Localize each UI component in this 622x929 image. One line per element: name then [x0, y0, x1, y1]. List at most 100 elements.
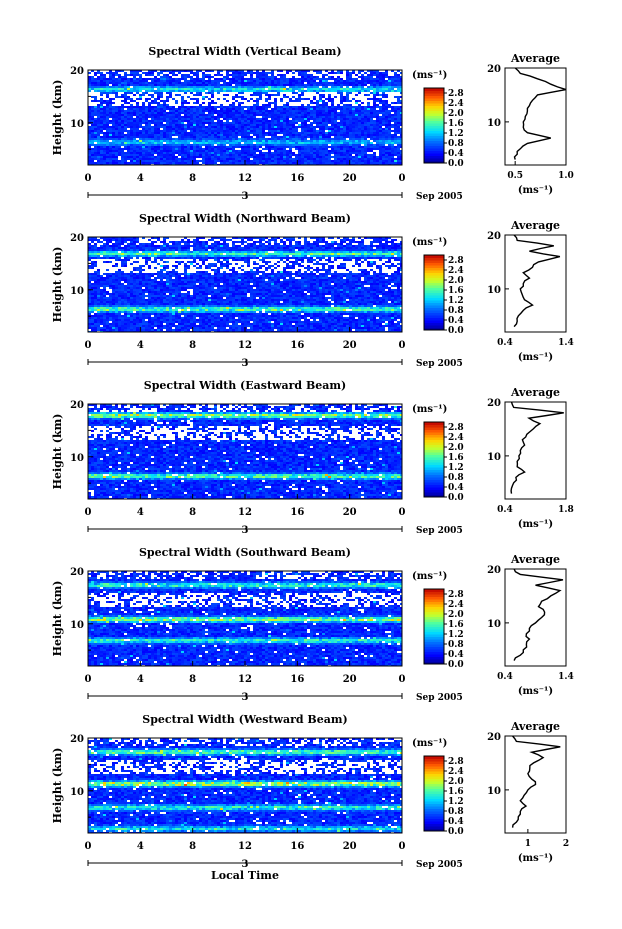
heatmap-field — [88, 237, 402, 332]
average-title: Average — [510, 219, 560, 232]
y-tick-label: 20 — [70, 734, 84, 745]
panel-title: Spectral Width (Vertical Beam) — [148, 45, 341, 58]
colorbar-tick-label: 2.8 — [448, 423, 464, 433]
day-label: 3 — [242, 525, 249, 536]
y-axis-label: Height (km) — [51, 80, 64, 156]
heatmap-field — [88, 404, 402, 499]
colorbar-tick-label: 0.4 — [448, 650, 464, 660]
average-profile-line — [513, 568, 564, 661]
x-tick-label: 8 — [189, 173, 196, 184]
average-profile-line — [511, 735, 561, 828]
colorbar — [424, 88, 444, 164]
x-axis-label: Local Time — [211, 869, 279, 882]
day-label: 3 — [242, 692, 249, 703]
colorbar-tick-label: 0.8 — [448, 640, 464, 650]
colorbar-tick-label: 0.8 — [448, 306, 464, 316]
average-x-tick-label: 0.5 — [507, 171, 523, 181]
x-tick-label: 4 — [137, 173, 144, 184]
x-tick-label: 12 — [238, 173, 252, 184]
day-label: 3 — [242, 358, 249, 369]
average-frame — [504, 234, 567, 333]
y-axis-label: Height (km) — [51, 581, 64, 657]
average-title: Average — [510, 553, 560, 566]
colorbar-frame — [423, 755, 445, 832]
colorbar-tick-label: 1.6 — [448, 620, 464, 630]
colorbar-frame — [423, 588, 445, 665]
x-tick-label: 0 — [399, 841, 406, 852]
y-tick-label: 20 — [70, 66, 84, 77]
panel-2: Spectral Width (Northward Beam) 20 10 Heigh… — [51, 212, 574, 369]
colorbar-tick-label: 2.0 — [448, 777, 464, 787]
colorbar-tick-label: 1.6 — [448, 453, 464, 463]
x-tick-label: 12 — [238, 340, 252, 351]
x-tick-label: 20 — [343, 507, 357, 518]
panel-1: Spectral Width (Vertical Beam) 20 10 Height… — [51, 45, 574, 202]
y-tick-label: 10 — [70, 787, 84, 798]
colorbar-tick-label: 2.4 — [448, 767, 464, 777]
x-tick-label: 16 — [290, 340, 304, 351]
panel-4: Spectral Width (Southward Beam) 20 10 Heigh… — [51, 546, 574, 703]
colorbar-tick-label: 0.0 — [448, 493, 464, 503]
colorbar-tick-label: 2.8 — [448, 757, 464, 767]
panel-3: Spectral Width (Eastward Beam) 20 10 Height… — [51, 379, 574, 536]
x-tick-label: 0 — [85, 173, 92, 184]
colorbar-tick-label: 1.2 — [448, 129, 464, 139]
colorbar-frame — [423, 87, 445, 164]
average-x-tick-label: 1.4 — [558, 672, 574, 682]
colorbar-tick-label: 0.0 — [448, 827, 464, 837]
x-tick-label: 0 — [85, 841, 92, 852]
y-tick-label: 10 — [70, 286, 84, 297]
colorbar-tick-label: 2.4 — [448, 600, 464, 610]
x-tick-label: 4 — [137, 841, 144, 852]
x-tick-label: 20 — [343, 841, 357, 852]
average-x-tick-label: 1 — [525, 839, 531, 849]
day-label: 3 — [242, 859, 249, 870]
panel-title: Spectral Width (Westward Beam) — [142, 713, 347, 726]
x-tick-label: 16 — [290, 841, 304, 852]
average-x-tick-label: 0.4 — [497, 338, 513, 348]
colorbar-frame — [423, 254, 445, 331]
y-axis-label: Height (km) — [51, 414, 64, 490]
panel-5: Spectral Width (Westward Beam)2010Height… — [51, 713, 569, 870]
y-tick-label: 10 — [70, 453, 84, 464]
x-tick-label: 0 — [85, 507, 92, 518]
average-y-tick-label: 10 — [487, 118, 501, 129]
average-x-tick-label: 0.4 — [497, 505, 513, 515]
average-frame — [504, 401, 567, 500]
colorbar-unit: (ms⁻¹) — [412, 571, 447, 582]
colorbar-tick-label: 2.8 — [448, 89, 464, 99]
colorbar — [424, 756, 444, 832]
month-label: Sep 2005 — [416, 359, 463, 369]
colorbar-tick-label: 0.4 — [448, 316, 464, 326]
average-y-tick-label: 10 — [487, 786, 501, 797]
y-tick-label: 20 — [70, 400, 84, 411]
x-tick-label: 8 — [189, 841, 196, 852]
average-profile-line — [510, 401, 564, 494]
colorbar-tick-label: 0.8 — [448, 473, 464, 483]
x-tick-label: 12 — [238, 674, 252, 685]
average-x-tick-label: 1.8 — [558, 505, 574, 515]
average-y-tick-label: 20 — [487, 231, 501, 242]
x-tick-label: 0 — [399, 340, 406, 351]
panel-title: Spectral Width (Northward Beam) — [139, 212, 351, 225]
average-profile-line — [513, 67, 567, 160]
month-label: Sep 2005 — [416, 526, 463, 536]
x-tick-label: 8 — [189, 674, 196, 685]
y-tick-label: 20 — [70, 233, 84, 244]
colorbar-tick-label: 1.2 — [448, 463, 464, 473]
colorbar-tick-label: 0.4 — [448, 149, 464, 159]
x-tick-label: 4 — [137, 674, 144, 685]
average-unit: (ms⁻¹) — [518, 519, 553, 530]
y-axis-label: Height (km) — [51, 748, 64, 824]
colorbar-tick-label: 0.4 — [448, 483, 464, 493]
x-tick-label: 4 — [137, 507, 144, 518]
colorbar-tick-label: 2.8 — [448, 256, 464, 266]
average-x-tick-label: 1.4 — [558, 338, 574, 348]
colorbar-tick-label: 2.0 — [448, 443, 464, 453]
average-unit: (ms⁻¹) — [518, 853, 553, 864]
colorbar-tick-label: 2.0 — [448, 109, 464, 119]
month-label: Sep 2005 — [416, 693, 463, 703]
average-frame — [504, 568, 567, 667]
average-x-tick-label: 1.0 — [558, 171, 574, 181]
